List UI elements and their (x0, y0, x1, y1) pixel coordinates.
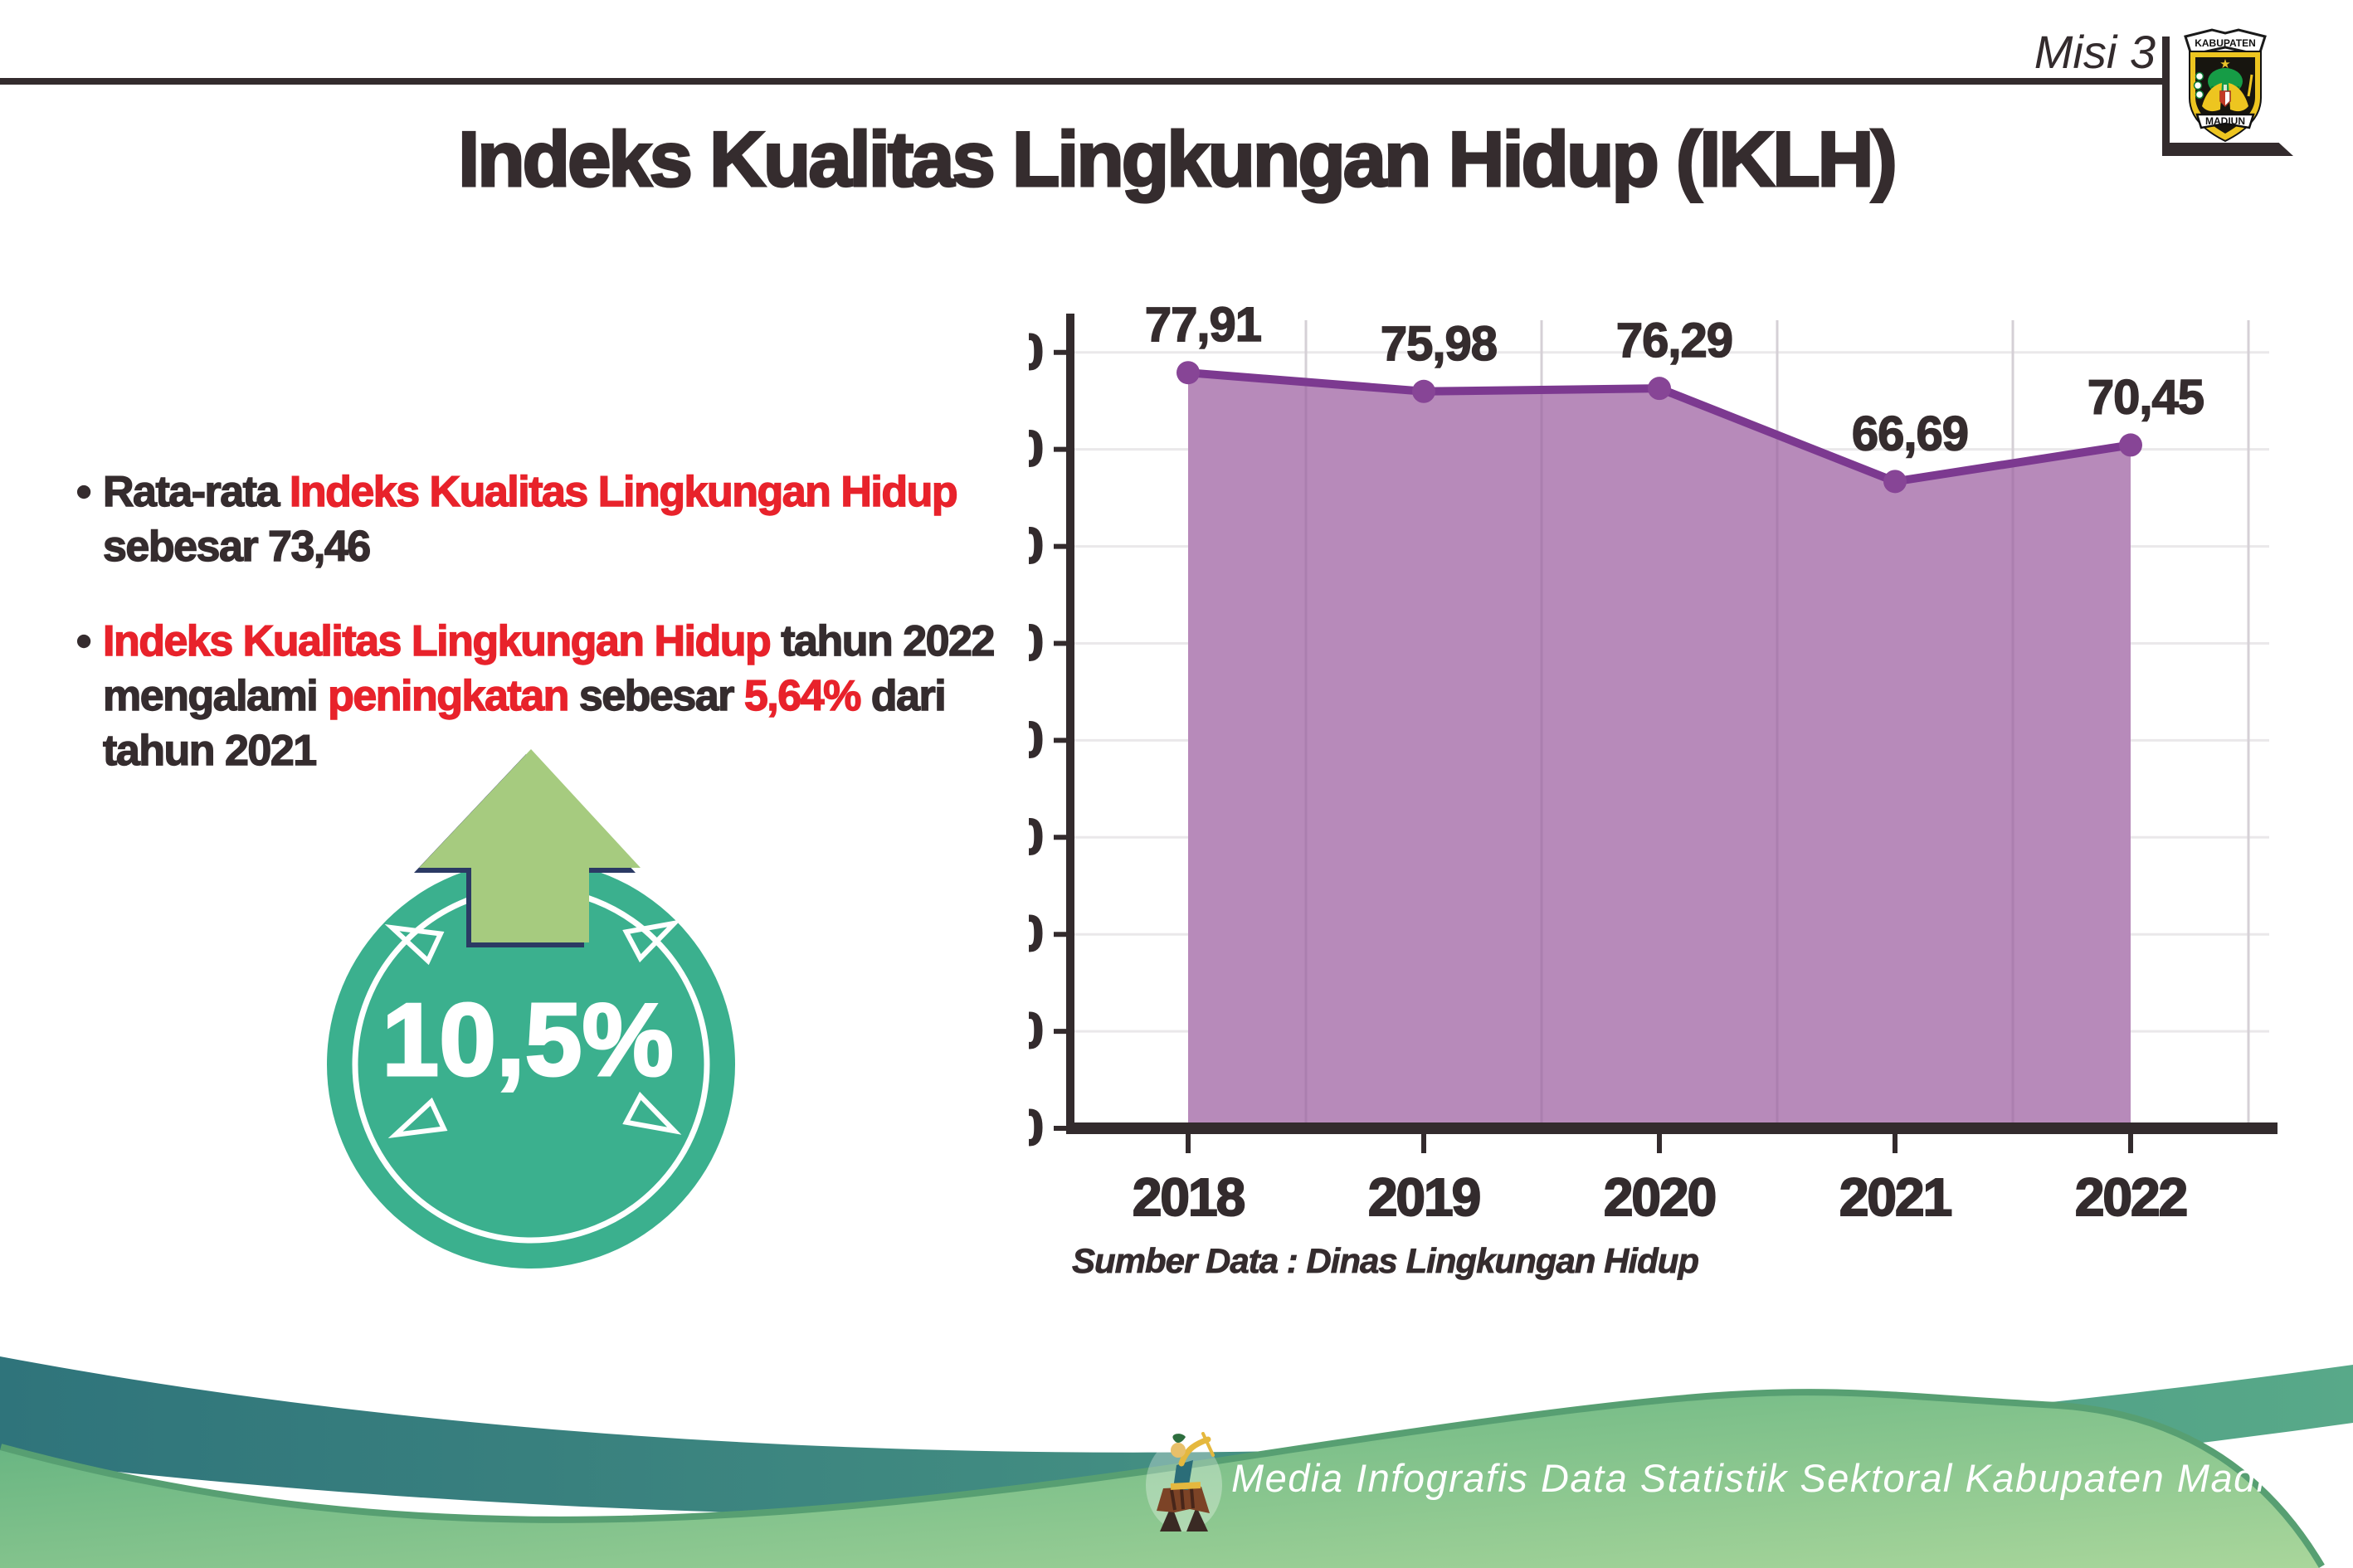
y-tick-label: 60 (1029, 519, 1042, 574)
y-tick-label: 20 (1029, 906, 1042, 962)
bullet-line: Rata-rata Indeks Kualitas Lingkungan Hid… (102, 465, 1039, 519)
up-arrow-icon (419, 749, 641, 942)
page-title: Indeks Kualitas Lingkungan Hidup (IKLH) (457, 114, 1899, 204)
footer-wave-green (0, 1395, 2319, 1568)
bullet-text: sebesar (568, 671, 744, 720)
bullet-text: dari (860, 671, 947, 720)
bullet-text-highlight: peningkatan (327, 671, 570, 720)
x-tick-label: 2018 (1133, 1167, 1245, 1227)
badge-value: 10,5% (382, 983, 674, 1098)
x-tick-label: 2021 (1839, 1167, 1951, 1227)
data-point-label: 70,45 (2087, 370, 2204, 424)
bullet-line: mengalami peningkatan sebesar 5,64% dari (102, 669, 1039, 723)
x-tick-label: 2019 (1368, 1167, 1480, 1227)
logo-bottom-banner-text: MADIUN (2205, 115, 2245, 127)
footer-waves (0, 1356, 2353, 1568)
bullet-text-highlight: Indeks Kualitas Lingkungan Hidup (102, 616, 772, 665)
logo-star-icon: ★ (2219, 57, 2230, 71)
data-point-label: 77,91 (1145, 299, 1261, 352)
y-tick-label: 40 (1029, 712, 1042, 767)
bullet-dot (76, 465, 90, 519)
y-tick-label: 70 (1029, 421, 1042, 477)
bullet-item-increase: Indeks Kualitas Lingkungan Hidup tahun 2… (76, 614, 1039, 778)
bullet-item-average: Rata-rata Indeks Kualitas Lingkungan Hid… (76, 465, 1039, 574)
data-point (1176, 361, 1200, 385)
kabupaten-madiun-logo-icon: KABUPATEN ★ MADIUN (2184, 28, 2267, 143)
data-point (1412, 379, 1435, 403)
x-tick-label: 2022 (2075, 1167, 2187, 1227)
bullet-text: sebesar 73,46 (102, 522, 372, 571)
data-point (1883, 470, 1907, 494)
logo-top-banner-text: KABUPATEN (2195, 37, 2256, 49)
misi-label: Misi 3 (2034, 26, 2156, 78)
bullet-dot (76, 614, 90, 669)
data-point-label: 76,29 (1616, 314, 1732, 368)
increase-badge: 10,5% (327, 749, 735, 1269)
bullet-text: tahun 2021 (102, 726, 318, 775)
data-point-label: 75,98 (1381, 317, 1497, 371)
y-axis (1066, 314, 1074, 1128)
y-tick-label: 80 (1029, 324, 1042, 380)
bullet-text: Rata-rata (102, 467, 290, 516)
y-tick-label: 30 (1029, 809, 1042, 864)
bullet-line: sebesar 73,46 (102, 519, 1039, 574)
bullet-line: tahun 2021 (102, 723, 1039, 778)
logo-frame-vertical (2162, 37, 2170, 149)
bullet-text: mengalami (102, 671, 329, 720)
x-tick-label: 2020 (1604, 1167, 1715, 1227)
y-tick-label: 0 (1029, 1100, 1042, 1156)
area-fill (1188, 373, 2131, 1128)
bullet-text-highlight: 5,64% (743, 671, 862, 720)
bullet-line: Indeks Kualitas Lingkungan Hidup tahun 2… (102, 614, 1039, 669)
data-point-label: 66,69 (1852, 407, 1968, 460)
bullet-list: Rata-rata Indeks Kualitas Lingkungan Hid… (76, 465, 1039, 778)
bullet-text: tahun 2022 (770, 616, 996, 665)
logo-frame-bottom (2162, 143, 2293, 156)
mascot-icon (1146, 1432, 1222, 1531)
bullet-text-highlight: Indeks Kualitas Lingkungan Hidup (289, 467, 958, 516)
data-point (2119, 433, 2142, 457)
x-axis (1066, 1122, 2277, 1134)
y-tick-label: 50 (1029, 615, 1042, 670)
data-point (1648, 377, 1671, 401)
source-caption: Sumber Data : Dinas Lingkungan Hidup (1072, 1241, 1700, 1281)
iklh-area-chart: 77,91 75,98 76,29 66,69 70,45 0 10 20 30 40 50 60 70… (1029, 299, 2277, 1228)
y-tick-label: 10 (1029, 1003, 1042, 1059)
badge-triangle-accents (384, 919, 682, 1138)
header-rule (0, 78, 2167, 85)
footer-caption: Media Infografis Data Statistik Sektoral… (1231, 1456, 2336, 1500)
